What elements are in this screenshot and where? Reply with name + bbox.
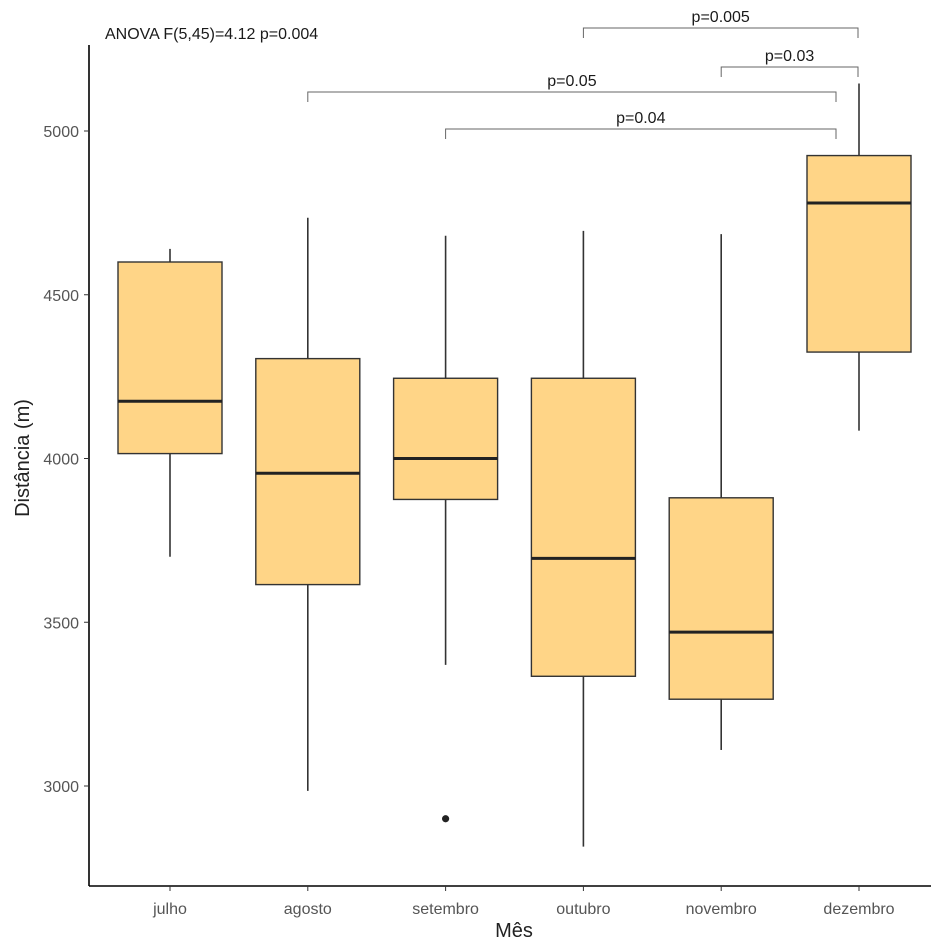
bracket-label: p=0.03	[765, 48, 814, 65]
bracket-line	[582, 27, 859, 38]
box-agosto	[255, 217, 361, 791]
y-tick-label: 4000	[43, 452, 79, 469]
bracket-outubro-dezembro: p=0.005	[582, 9, 859, 38]
bracket-line	[307, 91, 837, 102]
box-novembro	[668, 234, 774, 750]
box-iqr	[117, 261, 223, 455]
y-tick-label: 5000	[43, 124, 79, 141]
outlier-point	[442, 815, 450, 823]
bracket-label: p=0.05	[547, 73, 596, 90]
box-iqr	[392, 377, 499, 501]
comparison-brackets: p=0.005 p=0.03 p=0.05 p=0.04	[307, 9, 859, 139]
box-julho	[117, 248, 223, 557]
bracket-label: p=0.04	[616, 110, 665, 127]
plot-area	[88, 45, 931, 887]
bracket-novembro-dezembro: p=0.03	[720, 48, 859, 77]
x-tick-label: outubro	[556, 901, 610, 918]
box-dezembro	[806, 83, 912, 431]
box-iqr	[668, 497, 774, 700]
x-tick-label: novembro	[686, 901, 757, 918]
x-axis-title: Mês	[495, 920, 533, 939]
x-tick-label: julho	[152, 901, 187, 918]
boxes	[117, 83, 912, 847]
box-outubro	[530, 230, 637, 847]
bracket-setembro-dezembro: p=0.04	[445, 110, 837, 139]
x-tick-label: dezembro	[823, 901, 894, 918]
x-tick-label: setembro	[412, 901, 479, 918]
axis-ticks: 3000 3500 4000 4500 5000 julho agosto setembro o…	[43, 124, 894, 918]
bracket-agosto-dezembro: p=0.05	[307, 73, 837, 102]
y-tick-label: 4500	[43, 288, 79, 305]
box-setembro	[392, 235, 499, 823]
bracket-line	[445, 128, 837, 139]
bracket-label: p=0.005	[692, 9, 750, 26]
box-iqr	[530, 377, 637, 677]
y-tick-label: 3000	[43, 779, 79, 796]
y-tick-label: 3500	[43, 615, 79, 632]
x-tick-label: agosto	[284, 901, 332, 918]
y-axis-title: Distância (m)	[12, 399, 34, 517]
box-iqr	[255, 357, 361, 586]
bracket-line	[720, 66, 859, 77]
anova-annotation: ANOVA F(5,45)=4.12 p=0.004	[105, 26, 318, 43]
box-iqr	[806, 154, 912, 353]
